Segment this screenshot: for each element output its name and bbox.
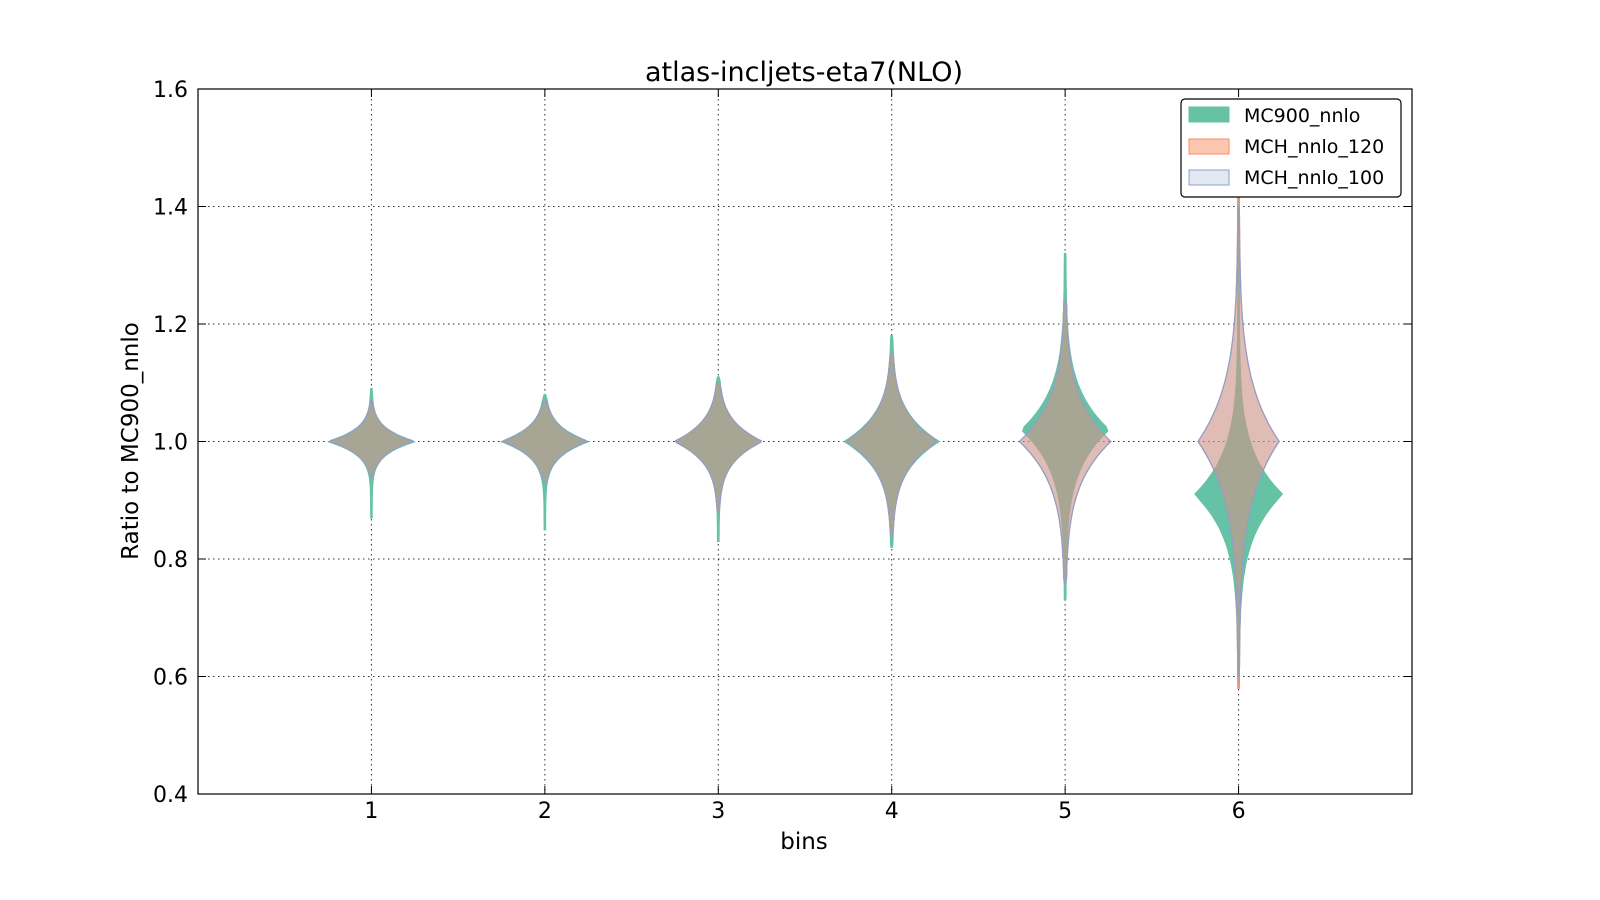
violin-bin-3 (674, 382, 763, 513)
legend: MC900_nnlo MCH_nnlo_120 MCH_nnlo_100 (1180, 98, 1402, 198)
legend-label-mc900-nnlo: MC900_nnlo (1244, 105, 1360, 127)
violin-bin-6 (1197, 205, 1280, 678)
violin-bin-5 (1018, 299, 1112, 584)
x-axis-label: bins (780, 829, 828, 855)
x-tick-label: 2 (538, 799, 552, 824)
legend-label-mch-nnlo-120: MCH_nnlo_120 (1244, 136, 1384, 158)
legend-swatch-mch-nnlo-120 (1188, 138, 1230, 155)
x-tick-label: 5 (1058, 799, 1072, 824)
y-tick-label: 1.2 (153, 313, 188, 338)
x-tick-label: 6 (1232, 799, 1246, 824)
legend-entry-mch-nnlo-120: MCH_nnlo_120 (1188, 136, 1384, 158)
y-tick-label: 0.4 (153, 783, 188, 808)
legend-entry-mch-nnlo-100: MCH_nnlo_100 (1188, 167, 1384, 189)
legend-frame (1180, 98, 1402, 198)
x-tick-label: 3 (711, 799, 725, 824)
y-tick-label: 1.6 (153, 78, 188, 103)
series-mc900-nnlo (327, 123, 1284, 683)
y-tick-label: 0.8 (153, 548, 188, 573)
violin-bin-1 (327, 399, 416, 478)
violins (327, 123, 1284, 689)
x-tick-label: 1 (364, 799, 378, 824)
series-mch-nnlo-100 (327, 205, 1280, 678)
y-tick-label: 1.0 (153, 431, 188, 456)
legend-entry-mc900-nnlo: MC900_nnlo (1188, 105, 1360, 127)
x-axis-ticks: 1 2 3 4 5 6 (364, 89, 1246, 824)
legend-swatch-mch-nnlo-100 (1188, 169, 1230, 186)
legend-swatch-mc900-nnlo (1188, 106, 1230, 123)
legend-label-mch-nnlo-100: MCH_nnlo_100 (1244, 167, 1384, 189)
y-axis-label: Ratio to MC900_nnlo (118, 322, 144, 560)
y-tick-label: 0.6 (153, 666, 188, 691)
y-axis-ticks: 0.4 0.6 0.8 1.0 1.2 1.4 1.6 (153, 78, 1412, 808)
violin-bin-2 (500, 399, 589, 484)
y-tick-label: 1.4 (153, 196, 188, 221)
chart-title: atlas-incljets-eta7(NLO) (645, 57, 963, 88)
x-tick-label: 4 (885, 799, 899, 824)
violin-bin-4 (846, 352, 938, 537)
